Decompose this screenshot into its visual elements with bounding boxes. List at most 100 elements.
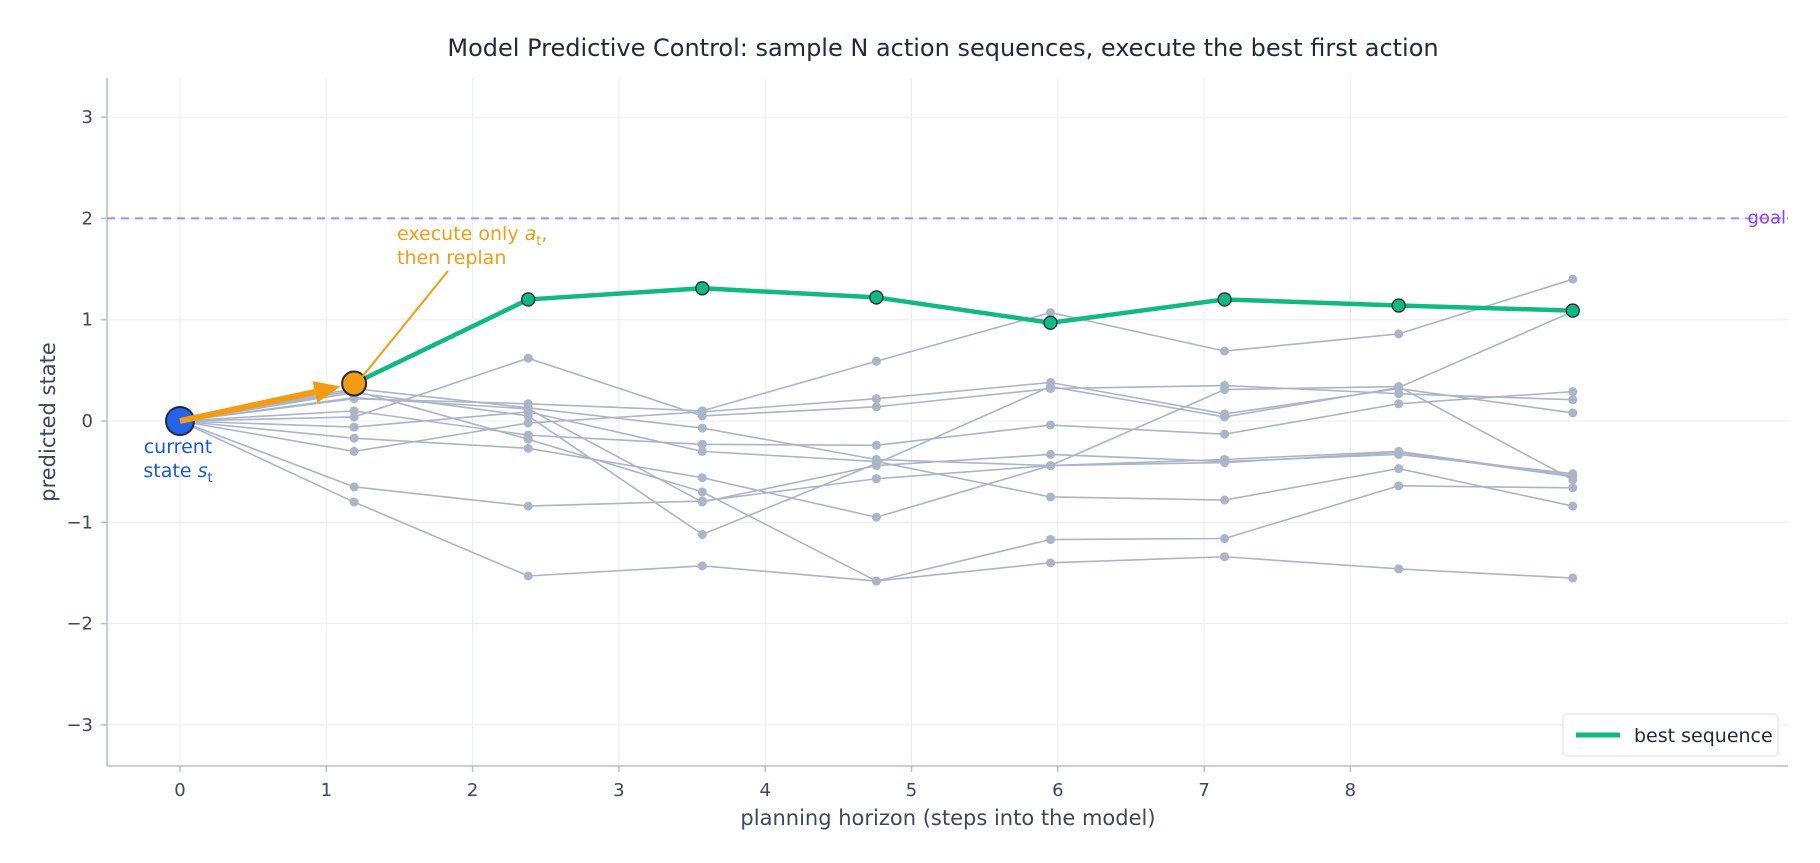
sample-point	[871, 440, 881, 450]
sample-point	[697, 561, 707, 571]
sample-point	[1220, 412, 1230, 422]
best-sequence-point	[695, 281, 710, 296]
y-tick-label: 1	[82, 310, 93, 331]
sample-point	[1568, 387, 1578, 397]
x-tick-label: 8	[1345, 780, 1356, 801]
execute-annotation-pointer	[357, 270, 449, 383]
y-tick-label: 3	[82, 107, 93, 128]
sample-point	[1394, 383, 1404, 393]
sample-point	[1394, 446, 1404, 456]
executed-action-arrow-start	[179, 414, 199, 424]
sample-point	[349, 497, 359, 507]
legend-box	[1562, 713, 1779, 757]
sample-point	[349, 406, 359, 416]
executed-action-arrowhead	[312, 381, 341, 403]
execute-annotation-line2: then replan	[397, 247, 506, 269]
sample-point	[871, 454, 881, 464]
x-tick-label: 1	[321, 780, 332, 801]
sample-point	[871, 356, 881, 366]
y-tick-label: −2	[66, 614, 93, 635]
sample-point	[523, 403, 533, 413]
y-tick-label: 2	[82, 208, 93, 229]
x-tick-label: 5	[906, 780, 917, 801]
sample-point	[1394, 481, 1404, 491]
sample-point	[1045, 558, 1055, 568]
sample-point	[697, 446, 707, 456]
y-tick-label: −3	[66, 715, 93, 736]
sample-sequence-line	[179, 389, 1573, 582]
grid	[107, 78, 1788, 766]
sample-point	[1220, 534, 1230, 544]
sample-point	[523, 418, 533, 428]
sample-point	[1220, 381, 1230, 391]
sample-point	[349, 482, 359, 492]
current-state-annotation: current state st	[143, 436, 212, 486]
sample-point	[871, 394, 881, 404]
current-state-label-line2: state st	[143, 460, 212, 486]
x-tick-label: 0	[174, 780, 185, 801]
sample-point	[871, 474, 881, 484]
execute-annotation: execute only at, then replan	[357, 223, 547, 383]
sample-point	[523, 443, 533, 453]
sample-point	[697, 497, 707, 507]
best-sequence-point	[1565, 303, 1580, 318]
sample-point	[1045, 382, 1055, 392]
x-tick-label: 2	[467, 780, 478, 801]
executed-action-arrow	[179, 389, 316, 424]
sample-point	[1394, 564, 1404, 574]
sample-point	[1568, 274, 1578, 284]
sample-sequence-line	[179, 396, 1573, 503]
best-sequence-point	[1217, 292, 1232, 307]
x-tick-label: 7	[1198, 780, 1209, 801]
sample-point	[1568, 395, 1578, 405]
executed-action	[165, 370, 368, 436]
sample-point	[349, 422, 359, 432]
sample-point	[1394, 399, 1404, 409]
sample-point	[1568, 573, 1578, 583]
y-tick-label: 0	[82, 411, 93, 432]
sample-point	[1568, 483, 1578, 493]
sample-point	[1220, 346, 1230, 356]
best-sequence-point	[1391, 298, 1406, 313]
next-state-point	[341, 370, 368, 397]
best-sequence-point	[521, 292, 536, 307]
sample-point	[1045, 535, 1055, 545]
sample-point	[523, 434, 533, 444]
sample-point	[523, 571, 533, 581]
legend: best sequence	[1562, 713, 1779, 757]
y-tick-labels: −3 −2 −1 0 1 2 3	[66, 107, 107, 736]
sample-point	[1394, 329, 1404, 339]
best-sequence	[353, 281, 1580, 386]
axes	[106, 78, 1788, 767]
sample-sequences	[179, 274, 1578, 586]
sample-point	[1220, 495, 1230, 505]
x-tick-label: 4	[759, 780, 770, 801]
y-tick-label: −1	[66, 512, 93, 533]
sample-point	[523, 501, 533, 511]
goal-label: goal	[1748, 207, 1786, 228]
sample-point	[871, 402, 881, 412]
legend-label-best: best sequence	[1634, 725, 1773, 747]
sample-point	[349, 446, 359, 456]
sample-point	[1394, 464, 1404, 474]
sample-point	[697, 423, 707, 433]
sample-point	[1045, 420, 1055, 430]
sample-point	[349, 433, 359, 443]
current-state-label-line1: current	[144, 436, 213, 458]
x-tick-label: 6	[1052, 780, 1063, 801]
x-tick-labels: 0 1 2 3 4 5 6 7 8	[174, 766, 1356, 801]
y-axis-label: predicted state	[36, 342, 60, 502]
sample-point	[697, 406, 707, 416]
sample-point	[1220, 429, 1230, 439]
sample-point	[1045, 308, 1055, 318]
sample-point	[1045, 461, 1055, 471]
sample-point	[697, 487, 707, 497]
sample-point	[523, 411, 533, 421]
sample-point	[523, 353, 533, 363]
goal-line-group: goal	[107, 207, 1788, 228]
sample-point	[1220, 552, 1230, 562]
sample-point	[1568, 471, 1578, 481]
sample-point	[697, 473, 707, 483]
sample-point	[1568, 408, 1578, 418]
